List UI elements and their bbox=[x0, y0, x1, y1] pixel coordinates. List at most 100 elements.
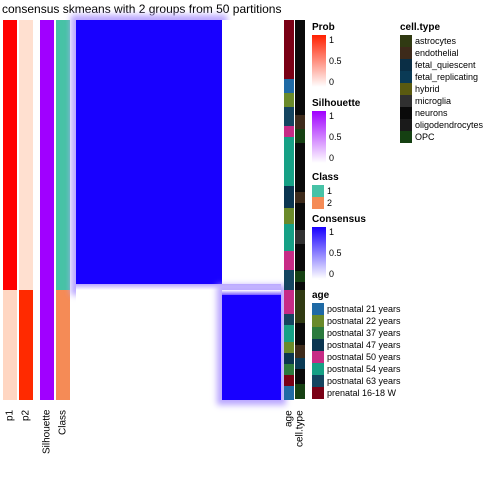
legend-consensus-bar bbox=[312, 227, 326, 279]
legend-prob-ticks: 10.50 bbox=[329, 35, 342, 87]
legend-age-title: age bbox=[312, 290, 422, 301]
legend-celltype-txt-3: fetal_replicating bbox=[415, 72, 478, 82]
legend-class-sw-1 bbox=[312, 197, 324, 209]
legend-class-row-1: 2 bbox=[312, 197, 422, 209]
legend-silhouette: Silhouette10.50 bbox=[312, 98, 392, 163]
heatmap-block-2-1 bbox=[76, 290, 222, 400]
legend-celltype-txt-4: hybrid bbox=[415, 84, 440, 94]
annot-p2-top bbox=[19, 20, 33, 290]
legend-age-txt-6: postnatal 63 years bbox=[327, 376, 401, 386]
legend-celltype-sw-1 bbox=[400, 47, 412, 59]
cell-strip-bot-2 bbox=[295, 345, 305, 358]
legend-consensus-ticks: 10.50 bbox=[329, 227, 342, 279]
age-strip-top-0 bbox=[284, 20, 294, 79]
legend-age-sw-4 bbox=[312, 351, 324, 363]
label-class: Class bbox=[56, 410, 70, 480]
legend-silhouette-tick-1: 0.5 bbox=[329, 132, 342, 142]
legend-prob-tick-2: 0 bbox=[329, 77, 342, 87]
legend-class-sw-0 bbox=[312, 185, 324, 197]
legend-consensus-body: 10.50 bbox=[312, 227, 392, 279]
legend-consensus-title: Consensus bbox=[312, 214, 392, 225]
legend-silhouette-bar bbox=[312, 111, 326, 163]
cell-strip-top-1 bbox=[295, 115, 305, 129]
page-title: consensus skmeans with 2 groups from 50 … bbox=[2, 2, 281, 16]
heatmap-block-2-2 bbox=[222, 290, 281, 400]
age-strip-top-2 bbox=[284, 93, 294, 107]
label-p1: p1 bbox=[3, 410, 17, 480]
legend-celltype-sw-8 bbox=[400, 131, 412, 143]
legend-prob-title: Prob bbox=[312, 22, 392, 33]
legend-celltype-row-8: OPC bbox=[400, 131, 504, 143]
legend-class-title: Class bbox=[312, 172, 422, 183]
legend-celltype-txt-1: endothelial bbox=[415, 48, 459, 58]
legend-age-row-6: postnatal 63 years bbox=[312, 375, 422, 387]
legend-age-sw-0 bbox=[312, 303, 324, 315]
cell-strip-bot-0 bbox=[295, 290, 305, 323]
age-strip-top-5 bbox=[284, 137, 294, 186]
legend-consensus-tick-1: 0.5 bbox=[329, 248, 342, 258]
cell-strip-top-7 bbox=[295, 244, 305, 271]
legend-celltype-sw-5 bbox=[400, 95, 412, 107]
age-strip-top-3 bbox=[284, 107, 294, 126]
heatmap-block-1-2 bbox=[222, 20, 281, 290]
legend-celltype-row-1: endothelial bbox=[400, 47, 504, 59]
age-strip-bot-6 bbox=[284, 375, 294, 386]
legend-class: Class12 bbox=[312, 172, 422, 209]
label-p2: p2 bbox=[19, 410, 33, 480]
label-age: age bbox=[284, 410, 294, 480]
age-strip-bot-3 bbox=[284, 342, 294, 353]
legend-age-txt-3: postnatal 47 years bbox=[327, 340, 401, 350]
legend-age-txt-5: postnatal 54 years bbox=[327, 364, 401, 374]
legend-age-sw-2 bbox=[312, 327, 324, 339]
legend-age-sw-1 bbox=[312, 315, 324, 327]
annot-class-top bbox=[56, 20, 70, 290]
legend-age-txt-7: prenatal 16-18 W bbox=[327, 388, 396, 398]
legend-celltype-sw-7 bbox=[400, 119, 412, 131]
legend-celltype-sw-4 bbox=[400, 83, 412, 95]
legend-celltype-sw-2 bbox=[400, 59, 412, 71]
legend-age-sw-6 bbox=[312, 375, 324, 387]
legend-age-row-0: postnatal 21 years bbox=[312, 303, 422, 315]
legend-consensus-tick-2: 0 bbox=[329, 269, 342, 279]
legend-celltype-title: cell.type bbox=[400, 22, 504, 33]
age-strip-top-10 bbox=[284, 270, 294, 292]
legend-celltype-sw-3 bbox=[400, 71, 412, 83]
legend-celltype-row-5: microglia bbox=[400, 95, 504, 107]
legend-age-txt-1: postnatal 22 years bbox=[327, 316, 401, 326]
age-strip-bot-1 bbox=[284, 314, 294, 325]
legend-celltype-txt-0: astrocytes bbox=[415, 36, 456, 46]
age-strip-top-6 bbox=[284, 186, 294, 208]
legend-celltype-sw-0 bbox=[400, 35, 412, 47]
legend-age-sw-7 bbox=[312, 387, 324, 399]
age-strip-bot-0 bbox=[284, 290, 294, 314]
cell-strip-top-2 bbox=[295, 129, 305, 143]
legend-consensus: Consensus10.50 bbox=[312, 214, 392, 279]
legend-prob-body: 10.50 bbox=[312, 35, 392, 87]
legend-age: age postnatal 21 years postnatal 22 years p… bbox=[312, 290, 422, 399]
legend-age-row-4: postnatal 50 years bbox=[312, 351, 422, 363]
cell-strip-top-5 bbox=[295, 203, 305, 230]
age-strip-top-4 bbox=[284, 126, 294, 137]
age-strip-bot-2 bbox=[284, 325, 294, 342]
legend-consensus-tick-0: 1 bbox=[329, 227, 342, 237]
legend-silhouette-body: 10.50 bbox=[312, 111, 392, 163]
annot-p1-bot bbox=[3, 290, 17, 400]
legend-age-txt-0: postnatal 21 years bbox=[327, 304, 401, 314]
legend-celltype-row-0: astrocytes bbox=[400, 35, 504, 47]
legend-age-sw-5 bbox=[312, 363, 324, 375]
cell-strip-top-6 bbox=[295, 230, 305, 244]
legend-celltype-txt-7: oligodendrocytes bbox=[415, 120, 483, 130]
age-strip-bot-7 bbox=[284, 386, 294, 400]
legend-prob-bar bbox=[312, 35, 326, 87]
annot-p1-top bbox=[3, 20, 17, 290]
legend-silhouette-tick-0: 1 bbox=[329, 111, 342, 121]
legend-age-row-1: postnatal 22 years bbox=[312, 315, 422, 327]
legend-age-row-5: postnatal 54 years bbox=[312, 363, 422, 375]
legend-celltype-row-7: oligodendrocytes bbox=[400, 119, 504, 131]
legend-celltype-row-3: fetal_replicating bbox=[400, 71, 504, 83]
cell-strip-top-4 bbox=[295, 192, 305, 203]
cell-strip-top-0 bbox=[295, 20, 305, 115]
age-strip-bot-4 bbox=[284, 353, 294, 364]
legend-celltype-txt-2: fetal_quiescent bbox=[415, 60, 476, 70]
legend-age-txt-4: postnatal 50 years bbox=[327, 352, 401, 362]
